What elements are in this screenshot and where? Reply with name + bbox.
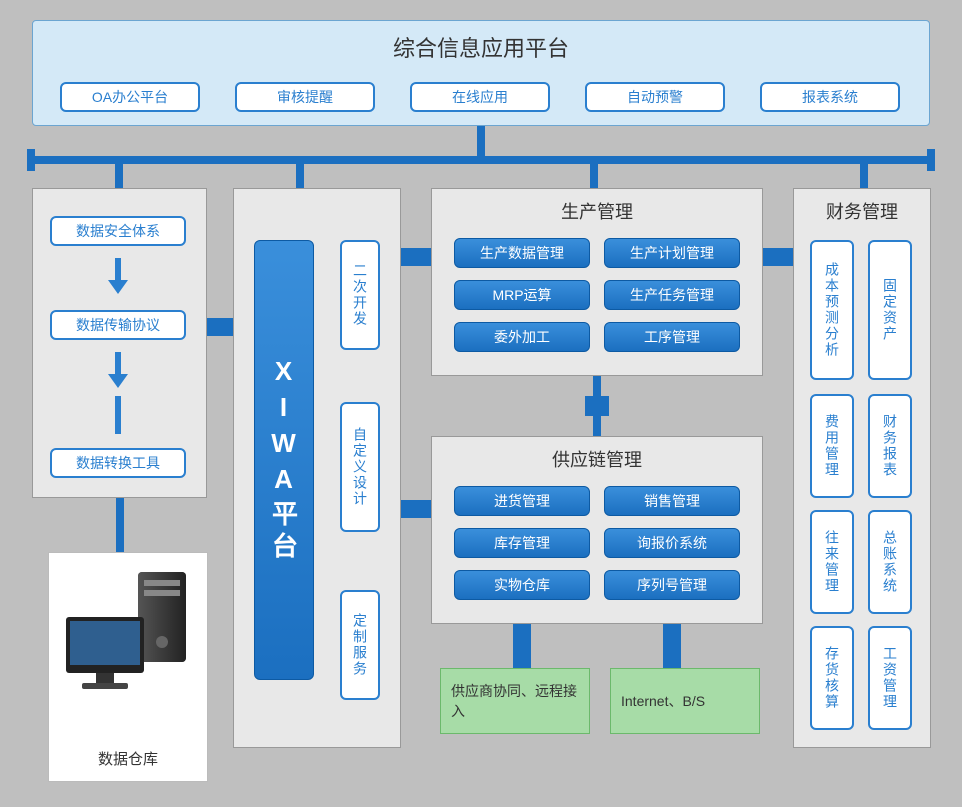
left-btn-convert: 数据转换工具 bbox=[50, 448, 186, 478]
fin-btn-4: 往来管理 bbox=[810, 510, 854, 614]
conn-supply-green-r bbox=[663, 624, 681, 668]
production-title: 生产管理 bbox=[431, 198, 763, 224]
prod-btn-1: 生产计划管理 bbox=[604, 238, 740, 268]
xiwa-side-custom: 定制服务 bbox=[340, 590, 380, 700]
left-btn-protocol: 数据传输协议 bbox=[50, 310, 186, 340]
fin-btn-5: 总账系统 bbox=[868, 510, 912, 614]
arrow1-stem bbox=[115, 258, 121, 280]
finance-title: 财务管理 bbox=[793, 198, 931, 224]
arrow2-head bbox=[108, 374, 128, 388]
conn-xiwa-supply bbox=[401, 500, 431, 518]
fin-btn-2: 费用管理 bbox=[810, 394, 854, 498]
arrow2-stem bbox=[115, 352, 121, 374]
top-btn-alert: 自动预警 bbox=[585, 82, 725, 112]
fin-btn-6: 存货核算 bbox=[810, 626, 854, 730]
computer-icon bbox=[58, 562, 198, 722]
top-btn-audit: 审核提醒 bbox=[235, 82, 375, 112]
fin-btn-7: 工资管理 bbox=[868, 626, 912, 730]
green-supplier: 供应商协同、远程接入 bbox=[440, 668, 590, 734]
conn-xiwa-prod bbox=[401, 248, 431, 266]
fin-btn-1: 固定资产 bbox=[868, 240, 912, 380]
xiwa-main: XIWA平台 bbox=[254, 240, 314, 680]
prod-btn-4: 委外加工 bbox=[454, 322, 590, 352]
supply-btn-1: 销售管理 bbox=[604, 486, 740, 516]
warehouse-label: 数据仓库 bbox=[48, 748, 208, 769]
bus-horizontal bbox=[27, 156, 935, 164]
supply-btn-4: 实物仓库 bbox=[454, 570, 590, 600]
bus-drop-prod bbox=[590, 164, 598, 188]
top-btn-online: 在线应用 bbox=[410, 82, 550, 112]
supply-btn-3: 询报价系统 bbox=[604, 528, 740, 558]
bus-vertical-center bbox=[477, 126, 485, 156]
prod-btn-5: 工序管理 bbox=[604, 322, 740, 352]
green-internet: Internet、B/S bbox=[610, 668, 760, 734]
bus-left-cap bbox=[27, 149, 35, 171]
conn-left-down bbox=[116, 498, 124, 552]
supply-btn-2: 库存管理 bbox=[454, 528, 590, 558]
top-btn-oa: OA办公平台 bbox=[60, 82, 200, 112]
arrow1-head bbox=[108, 280, 128, 294]
bus-drop-finance bbox=[860, 164, 868, 188]
xiwa-side-dev: 二次开发 bbox=[340, 240, 380, 350]
fin-btn-0: 成本预测分析 bbox=[810, 240, 854, 380]
conn-prod-supply-wide bbox=[585, 396, 609, 416]
conn-prod-finance bbox=[763, 248, 793, 266]
prod-btn-0: 生产数据管理 bbox=[454, 238, 590, 268]
diagram-canvas: 综合信息应用平台 OA办公平台 审核提醒 在线应用 自动预警 报表系统 数据安全… bbox=[0, 0, 962, 807]
green-supplier-text: 供应商协同、远程接入 bbox=[451, 681, 579, 721]
top-btn-report: 报表系统 bbox=[760, 82, 900, 112]
bus-drop-xiwa bbox=[296, 164, 304, 188]
xiwa-side-design: 自定义设计 bbox=[340, 402, 380, 532]
fin-btn-3: 财务报表 bbox=[868, 394, 912, 498]
bus-right-cap bbox=[927, 149, 935, 171]
prod-btn-3: 生产任务管理 bbox=[604, 280, 740, 310]
supply-btn-5: 序列号管理 bbox=[604, 570, 740, 600]
supply-btn-0: 进货管理 bbox=[454, 486, 590, 516]
conn-left-xiwa bbox=[207, 318, 233, 336]
top-title: 综合信息应用平台 bbox=[33, 31, 929, 63]
prod-btn-2: MRP运算 bbox=[454, 280, 590, 310]
supply-title: 供应链管理 bbox=[431, 446, 763, 472]
left-btn-security: 数据安全体系 bbox=[50, 216, 186, 246]
arrow2b-stem bbox=[115, 396, 121, 434]
bus-drop-left bbox=[115, 164, 123, 188]
green-internet-text: Internet、B/S bbox=[621, 691, 705, 711]
conn-supply-green-l bbox=[513, 624, 531, 668]
